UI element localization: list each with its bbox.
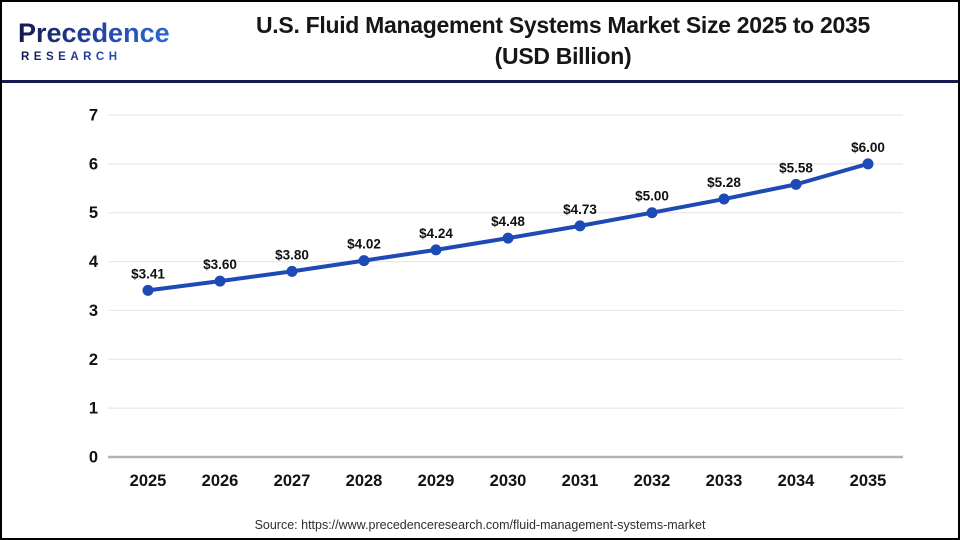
x-tick-label: 2027 — [274, 472, 311, 490]
y-tick-label: 6 — [89, 155, 98, 173]
data-point — [718, 193, 730, 205]
data-point — [646, 207, 658, 219]
source-line: Source: https://www.precedenceresearch.c… — [2, 518, 958, 532]
precedence-research-logo: Precedence RESEARCH — [2, 19, 180, 63]
data-point-label: $3.41 — [131, 266, 165, 281]
header-divider — [2, 80, 958, 83]
x-tick-label: 2034 — [778, 472, 816, 490]
data-point-label: $3.60 — [203, 257, 237, 272]
x-tick-label: 2029 — [418, 472, 455, 490]
data-point-label: $3.80 — [275, 247, 309, 262]
y-tick-label: 5 — [89, 204, 98, 222]
chart-area: 0 1 2 3 4 5 6 7 2025 2026 2027 2028 2029 2030 2031 2032… — [2, 83, 958, 508]
data-point — [286, 265, 298, 277]
data-point-label: $5.58 — [779, 160, 813, 175]
data-point-label: $4.24 — [419, 226, 453, 241]
y-tick-label: 7 — [89, 107, 98, 125]
x-tick-label: 2025 — [130, 472, 167, 490]
data-point — [214, 275, 226, 287]
chart-title: U.S. Fluid Management Systems Market Siz… — [180, 10, 958, 72]
x-tick-label: 2028 — [346, 472, 383, 490]
y-tick-label: 0 — [89, 449, 98, 467]
data-point-label: $4.02 — [347, 237, 381, 252]
x-tick-label: 2031 — [562, 472, 599, 490]
y-tick-label: 1 — [89, 400, 98, 418]
logo-sub-text: RESEARCH — [18, 51, 180, 63]
x-tick-label: 2026 — [202, 472, 239, 490]
data-point — [430, 244, 442, 256]
data-point-label: $4.48 — [491, 214, 525, 229]
x-tick-label: 2035 — [850, 472, 887, 490]
logo-brand-text: Precedence — [18, 19, 180, 48]
x-tick-label: 2033 — [706, 472, 743, 490]
chart-title-line2: (USD Billion) — [494, 43, 632, 69]
data-point — [358, 255, 370, 267]
data-point-label: $5.00 — [635, 189, 669, 204]
data-point-label: $4.73 — [563, 202, 597, 217]
y-tick-label: 4 — [89, 253, 99, 271]
y-tick-label: 3 — [89, 302, 98, 320]
chart-title-line1: U.S. Fluid Management Systems Market Siz… — [256, 12, 870, 38]
data-point — [142, 284, 154, 296]
data-point — [790, 178, 802, 190]
data-point-label: $5.28 — [707, 175, 741, 190]
y-tick-label: 2 — [89, 351, 98, 369]
data-point — [574, 220, 586, 232]
data-point — [862, 158, 874, 170]
data-point-label: $6.00 — [851, 140, 885, 155]
header: Precedence RESEARCH U.S. Fluid Managemen… — [2, 2, 958, 80]
line-chart: 0 1 2 3 4 5 6 7 2025 2026 2027 2028 2029 2030 2031 2032… — [89, 107, 903, 490]
x-tick-label: 2030 — [490, 472, 527, 490]
data-point — [502, 232, 514, 244]
source-text: Source: https://www.precedenceresearch.c… — [254, 518, 706, 532]
x-tick-label: 2032 — [634, 472, 671, 490]
